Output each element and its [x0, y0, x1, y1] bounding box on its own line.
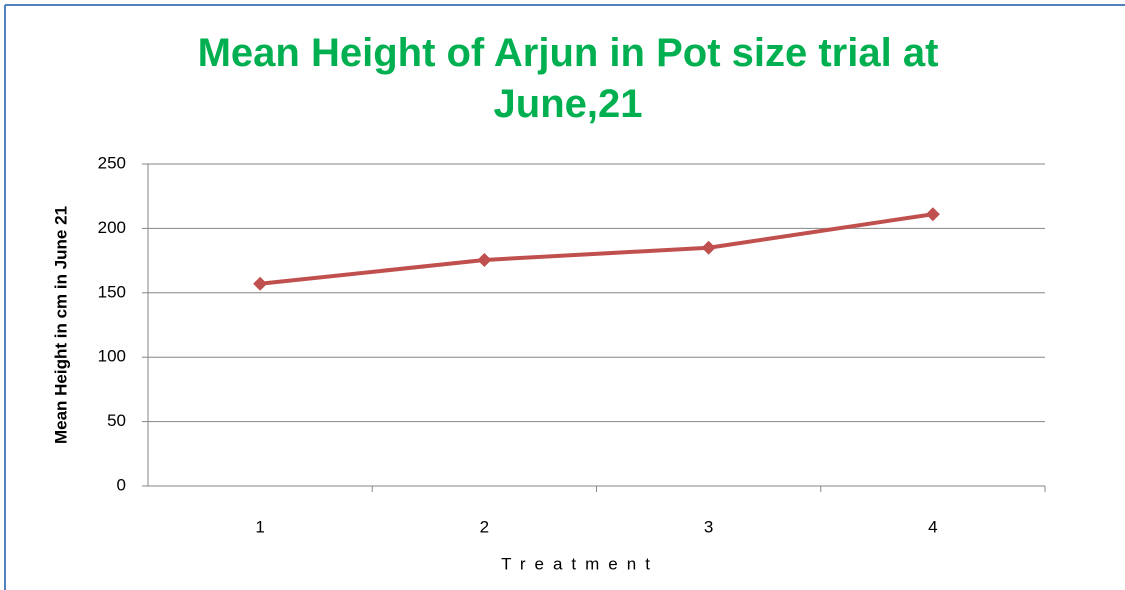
- x-tick-label: 3: [704, 517, 713, 536]
- data-point: [253, 276, 268, 291]
- series-line: [259, 212, 934, 286]
- x-tick-label: 2: [480, 517, 489, 536]
- data-point: [477, 252, 492, 267]
- y-tick-label: 250: [98, 153, 126, 172]
- y-tick-label: 100: [98, 347, 126, 366]
- y-axis-label: Mean Height in cm in June 21: [51, 206, 70, 444]
- data-point: [925, 207, 940, 222]
- data-point: [701, 240, 716, 255]
- y-tick-label: 200: [98, 218, 126, 237]
- x-tick-label: 1: [255, 517, 264, 536]
- y-tick-label: 150: [98, 282, 126, 301]
- x-axis-label: Treatment: [501, 554, 659, 573]
- y-tick-label: 50: [107, 411, 126, 430]
- chart-title: Mean Height of Arjun in Pot size trial a…: [197, 31, 939, 126]
- x-tick-label: 4: [928, 517, 937, 536]
- y-tick-label: 0: [117, 475, 126, 494]
